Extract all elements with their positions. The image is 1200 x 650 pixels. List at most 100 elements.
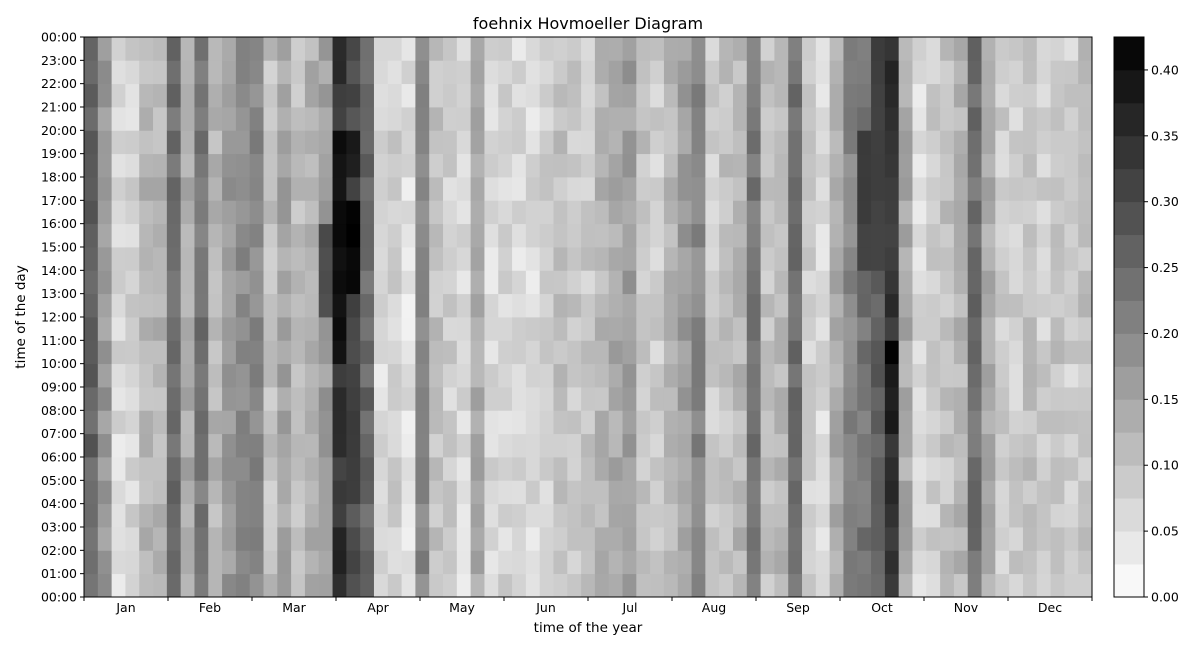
heat-cell [636,573,651,598]
heat-cell [553,480,568,505]
heat-cell [304,573,320,598]
heat-cell [608,247,623,271]
heat-cell [539,153,554,178]
heat-cell [953,153,969,178]
heat-cell [567,247,582,271]
heat-cell [373,37,389,61]
heat-cell [622,457,637,481]
heat-cell [663,480,679,505]
heat-cell [484,223,499,248]
heat-cell [691,200,706,225]
heat-cell [415,83,430,108]
heat-cell [318,433,333,458]
heat-cell [456,387,472,411]
heat-cell [815,153,831,178]
heat-cell [166,293,182,318]
heat-cell [470,130,485,155]
heat-cell [1009,223,1024,248]
heat-cell [760,223,775,248]
heat-cell [608,340,623,365]
heat-cell [415,130,430,155]
heat-cell [650,130,665,155]
heat-cell [360,37,375,61]
heat-cell [760,340,775,365]
heat-cell [332,270,347,295]
heat-cell [967,387,982,411]
heat-cell [1050,270,1065,295]
heat-cell [705,317,720,341]
heat-cell [222,410,237,435]
y-tick-label: 13:00 [41,286,77,301]
heat-cell [636,387,651,411]
heat-cell [166,130,182,155]
heat-cell [705,503,720,528]
heat-cell [470,247,485,271]
heat-cell [912,177,927,201]
heat-cell [97,550,113,575]
y-tick-label: 05:00 [41,473,77,488]
heat-cell [180,293,195,318]
heat-cell [332,573,347,598]
heat-cell [774,503,789,528]
heat-cell [553,363,568,388]
heat-cell [304,83,320,108]
heat-cell [1078,83,1093,108]
heat-cell [277,293,292,318]
heat-cell [97,223,113,248]
heat-cell [926,433,941,458]
y-tick-label: 17:00 [41,193,77,208]
heat-cell [84,527,99,551]
heat-cell [208,223,223,248]
heat-cell [760,37,775,61]
heat-cell [650,480,665,505]
x-tick-label: Mar [282,600,306,615]
heat-cell [912,37,927,61]
heat-cell [512,37,527,61]
heat-cell [884,293,900,318]
heat-cell [1078,247,1093,271]
heat-cell [843,550,858,575]
colorbar-step [1114,267,1144,301]
heat-cell [401,83,416,108]
heat-cell [401,293,416,318]
heat-cell [1050,480,1065,505]
heat-cell [484,527,499,551]
heat-cell [1009,153,1024,178]
heat-cell [263,270,278,295]
heat-cell [829,130,844,155]
heat-cell [1050,223,1065,248]
heat-cell [677,410,692,435]
heat-cell [898,270,913,295]
heat-cell [622,107,637,131]
heat-cell [719,410,734,435]
heat-cell [774,573,789,598]
heat-cell [1036,363,1051,388]
heat-cell [567,363,582,388]
heat-cell [926,410,941,435]
heat-cell [318,317,333,341]
heat-cell [1050,37,1065,61]
heat-cell [1022,153,1038,178]
heat-cell [332,363,347,388]
heat-cell [829,107,844,131]
heat-cell [829,363,844,388]
heat-cell [360,130,375,155]
heat-cell [235,200,251,225]
heat-cell [125,130,140,155]
heat-cell [884,573,900,598]
heat-cell [291,130,306,155]
heat-cell [373,317,389,341]
heat-cell [788,247,803,271]
heat-cell [995,270,1010,295]
heat-cell [857,433,872,458]
heat-cell [815,107,831,131]
heat-cell [663,457,679,481]
heat-cell [263,363,278,388]
heat-cell [746,107,761,131]
heat-cell [663,270,679,295]
heat-cell [318,457,333,481]
heat-cell [153,60,168,85]
heat-cell [1050,177,1065,201]
heat-cell [1050,340,1065,365]
heat-cell [525,503,541,528]
